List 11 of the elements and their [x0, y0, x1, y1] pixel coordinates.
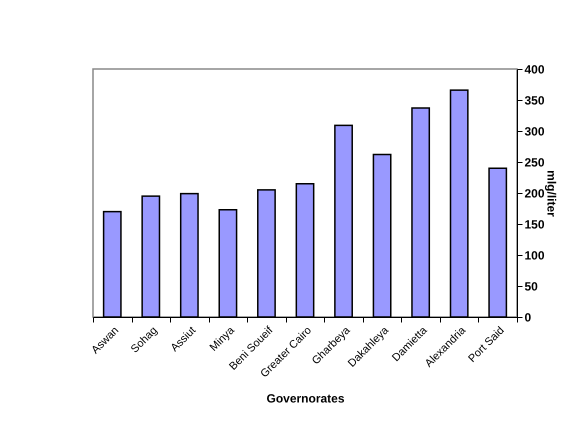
y-tick-label: 150: [524, 218, 545, 232]
x-axis-title: Governorates: [266, 391, 345, 406]
y-tick-label: 0: [524, 310, 532, 324]
y-tick-label: 400: [524, 62, 545, 76]
y-tick-label: 350: [524, 94, 545, 108]
y-tick-label: 100: [524, 248, 545, 262]
y-tick-label: 200: [524, 186, 545, 200]
y-tick-label: 50: [524, 280, 538, 294]
y-tick-label: 250: [524, 156, 545, 170]
y-axis-title: mlg/liter: [544, 170, 559, 218]
y-tick-label: 300: [524, 124, 545, 138]
